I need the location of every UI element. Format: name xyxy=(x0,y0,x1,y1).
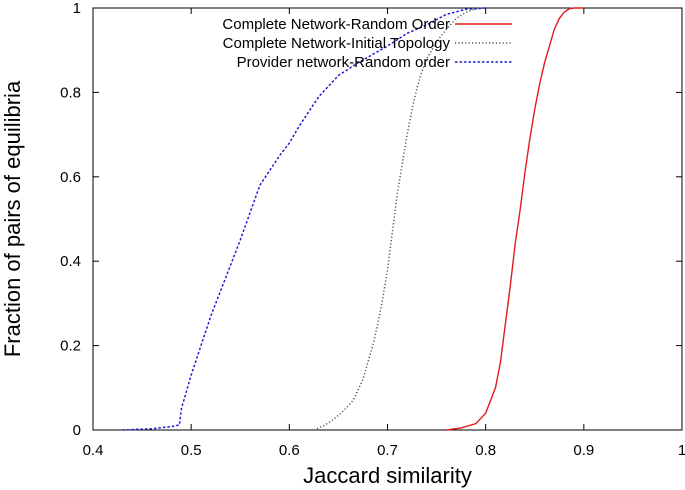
series-group xyxy=(122,7,584,431)
legend: Complete Network-Random Order Complete Ne… xyxy=(222,16,512,71)
y-tick-label: 0.4 xyxy=(60,253,81,270)
x-tick-label: 0.8 xyxy=(475,442,496,459)
y-tick-label: 0.2 xyxy=(60,338,81,355)
y-tick-label: 0.6 xyxy=(60,169,81,186)
x-tick-label: 1 xyxy=(678,442,685,459)
legend-label: Complete Network-Random Order xyxy=(222,16,450,33)
y-tick-label: 0.8 xyxy=(60,84,81,101)
series-line xyxy=(313,7,486,431)
y-tick-label: 0 xyxy=(73,422,81,439)
plot-frame xyxy=(92,7,683,431)
y-axis-label: Fraction of pairs of equilibria xyxy=(0,80,25,357)
x-axis-label: Jaccard similarity xyxy=(303,463,472,488)
y-tick-label: 1 xyxy=(73,0,81,17)
series-line xyxy=(122,7,486,431)
x-tick-label: 0.5 xyxy=(181,442,202,459)
x-tick-label: 0.7 xyxy=(377,442,398,459)
legend-label: Complete Network-Initial Topology xyxy=(223,35,451,52)
legend-label: Provider network-Random order xyxy=(237,54,450,71)
tick-group: 0.4 0.5 0.6 0.7 0.8 0.9 1 0 0.2 0.4 0.6 0.8 1 xyxy=(60,0,685,459)
series-line xyxy=(446,7,584,431)
x-tick-label: 0.9 xyxy=(573,442,594,459)
x-tick-label: 0.4 xyxy=(83,442,104,459)
x-tick-label: 0.6 xyxy=(279,442,300,459)
